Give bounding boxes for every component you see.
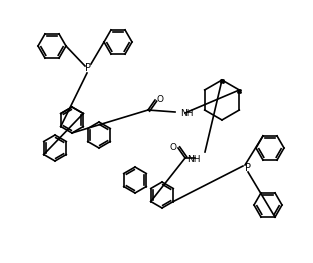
Text: P: P [85, 63, 91, 73]
Text: O: O [170, 143, 177, 151]
Text: O: O [156, 94, 163, 104]
Text: NH: NH [187, 154, 201, 164]
Text: NH: NH [180, 109, 193, 118]
Text: P: P [245, 163, 251, 173]
